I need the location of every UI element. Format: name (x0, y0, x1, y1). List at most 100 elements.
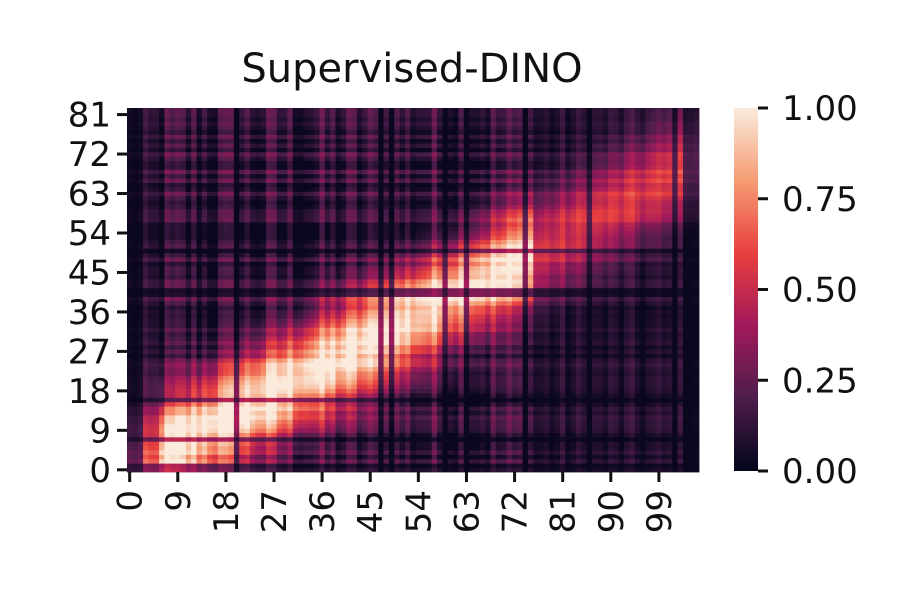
heatmap-cell (324, 371, 331, 376)
heatmap-cell (319, 344, 326, 350)
heatmap-cell (196, 445, 203, 451)
heatmap-cell (340, 160, 347, 166)
heatmap-cell (169, 160, 176, 166)
heatmap-cell (308, 116, 315, 122)
heatmap-cell (356, 384, 363, 390)
heatmap-cell (346, 213, 352, 219)
heatmap-cell (415, 257, 422, 262)
heatmap-cell (388, 353, 395, 359)
heatmap-cell (249, 340, 256, 346)
heatmap-cell (298, 226, 304, 232)
heatmap-cell (271, 173, 278, 179)
heatmap-cell (362, 217, 368, 223)
heatmap-cell (212, 300, 219, 306)
heatmap-cell (287, 340, 294, 346)
heatmap-cell (421, 169, 427, 175)
heatmap-cell (249, 261, 256, 267)
heatmap-cell (367, 414, 374, 420)
heatmap-cell (148, 274, 155, 280)
heatmap-cell (191, 129, 197, 135)
heatmap-cell (340, 305, 347, 311)
heatmap-cell (244, 397, 251, 403)
heatmap-cell (282, 252, 288, 258)
heatmap-cell (356, 239, 363, 245)
heatmap-cell (196, 160, 203, 166)
heatmap-cell (249, 401, 256, 407)
heatmap-cell (132, 125, 139, 131)
heatmap-cell (196, 134, 203, 140)
heatmap-cell (431, 173, 438, 179)
heatmap-cell (127, 160, 133, 166)
heatmap-cell (143, 436, 149, 442)
heatmap-cell (132, 248, 139, 254)
heatmap-cell (426, 309, 433, 315)
heatmap-cell (233, 432, 240, 438)
heatmap-cell (201, 419, 208, 425)
heatmap-cell (394, 195, 401, 201)
heatmap-cell (372, 182, 379, 188)
heatmap-cell (201, 112, 208, 118)
heatmap-cell (356, 108, 363, 113)
heatmap-cell (185, 204, 192, 210)
heatmap-cell (410, 243, 417, 249)
heatmap-cell (356, 287, 363, 293)
heatmap-cell (362, 318, 368, 324)
heatmap-cell (159, 191, 165, 197)
heatmap-cell (314, 208, 320, 214)
heatmap-cell (330, 116, 336, 122)
heatmap-cell (287, 279, 294, 284)
heatmap-cell (276, 353, 283, 359)
heatmap-cell (335, 230, 342, 236)
heatmap-cell (399, 265, 406, 271)
heatmap-cell (287, 156, 294, 162)
heatmap-cell (292, 305, 299, 311)
heatmap-cell (308, 467, 315, 473)
heatmap-cell (228, 265, 235, 271)
heatmap-cell (271, 314, 278, 319)
heatmap-cell (292, 318, 299, 324)
heatmap-cell (437, 287, 443, 293)
heatmap-cell (367, 191, 374, 197)
heatmap-cell (265, 222, 272, 227)
heatmap-cell (367, 230, 374, 236)
heatmap-cell (265, 296, 272, 302)
heatmap-cell (298, 344, 304, 350)
heatmap-cell (431, 406, 438, 412)
heatmap-cell (356, 366, 363, 372)
heatmap-cell (169, 235, 176, 240)
heatmap-cell (191, 200, 197, 205)
heatmap-cell (421, 257, 427, 262)
heatmap-cell (201, 375, 208, 381)
heatmap-cell (164, 200, 171, 205)
heatmap-cell (185, 173, 192, 179)
heatmap-cell (132, 296, 139, 302)
heatmap-cell (426, 121, 433, 126)
heatmap-cell (319, 265, 326, 271)
heatmap-cell (143, 414, 149, 420)
heatmap-cell (228, 169, 235, 175)
heatmap-cell (175, 454, 181, 460)
heatmap-cell (437, 230, 443, 236)
heatmap-cell (282, 204, 288, 210)
heatmap-cell (191, 406, 197, 412)
heatmap-cell (201, 217, 208, 223)
heatmap-cell (372, 401, 379, 407)
heatmap-cell (233, 235, 240, 240)
heatmap-cell (164, 362, 171, 368)
heatmap-cell (191, 423, 197, 429)
heatmap-cell (383, 393, 390, 398)
heatmap-cell (362, 147, 368, 153)
heatmap-cell (356, 160, 363, 166)
heatmap-cell (335, 156, 342, 162)
heatmap-cell (324, 200, 331, 205)
heatmap-cell (223, 309, 229, 315)
heatmap-cell (362, 419, 368, 425)
heatmap-cell (442, 463, 449, 469)
heatmap-cell (239, 344, 246, 350)
heatmap-cell (169, 397, 176, 403)
heatmap-cell (191, 169, 197, 175)
heatmap-cell (185, 235, 192, 240)
heatmap-cell (175, 463, 181, 469)
heatmap-cell (244, 371, 251, 376)
heatmap-cell (169, 239, 176, 245)
